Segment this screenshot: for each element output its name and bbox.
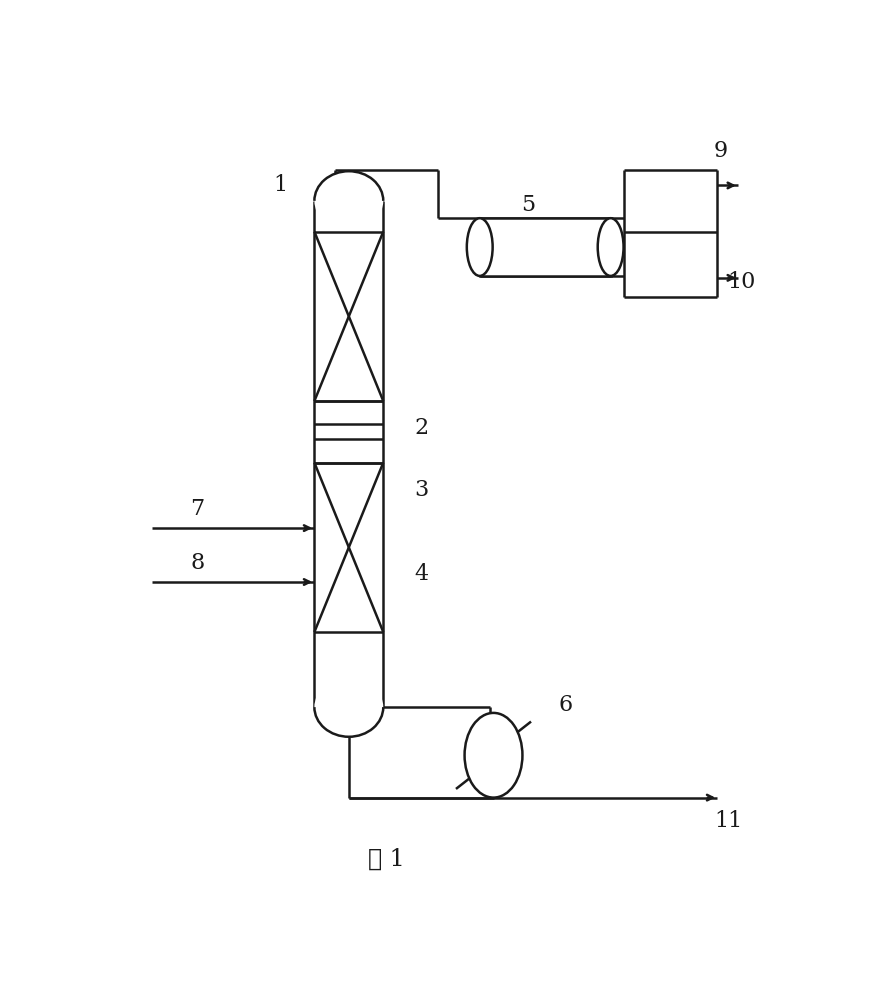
Text: 7: 7 bbox=[190, 498, 204, 520]
Ellipse shape bbox=[315, 677, 383, 737]
Text: 10: 10 bbox=[728, 271, 757, 293]
Text: 9: 9 bbox=[714, 140, 728, 162]
Text: 5: 5 bbox=[521, 194, 535, 216]
Text: 8: 8 bbox=[190, 552, 204, 574]
Text: 3: 3 bbox=[414, 479, 428, 501]
Text: 1: 1 bbox=[273, 174, 287, 196]
Text: 图 1: 图 1 bbox=[368, 848, 405, 871]
Ellipse shape bbox=[597, 218, 623, 276]
Polygon shape bbox=[480, 218, 611, 276]
Ellipse shape bbox=[315, 171, 383, 230]
Text: 2: 2 bbox=[414, 417, 428, 439]
Text: 11: 11 bbox=[714, 810, 742, 832]
Text: 4: 4 bbox=[414, 563, 428, 585]
Ellipse shape bbox=[465, 713, 523, 798]
Text: 6: 6 bbox=[559, 694, 573, 716]
Ellipse shape bbox=[467, 218, 493, 276]
